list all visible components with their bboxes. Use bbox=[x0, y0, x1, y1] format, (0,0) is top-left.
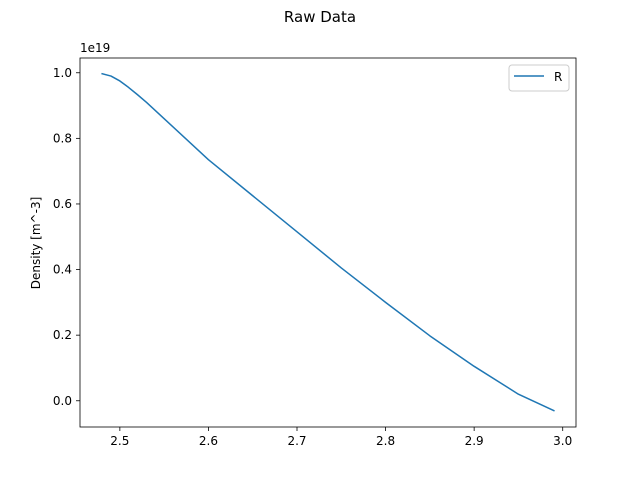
x-tick-label: 2.6 bbox=[199, 434, 218, 448]
x-tick-label: 2.9 bbox=[465, 434, 484, 448]
x-tick-label: 2.8 bbox=[376, 434, 395, 448]
y-tick-label: 0.6 bbox=[53, 197, 72, 211]
y-tick-label: 0.4 bbox=[53, 263, 72, 277]
y-tick-label: 0.8 bbox=[53, 131, 72, 145]
chart-title: Raw Data bbox=[284, 8, 356, 26]
y-tick-label: 0.2 bbox=[53, 328, 72, 342]
y-axis-label: Density [m^-3] bbox=[29, 197, 43, 290]
legend: R bbox=[508, 64, 570, 92]
x-tick-label: 2.7 bbox=[287, 434, 306, 448]
y-tick-label: 0.0 bbox=[53, 394, 72, 408]
x-tick-label: 2.5 bbox=[110, 434, 129, 448]
plot-area-frame bbox=[79, 57, 577, 428]
legend-box bbox=[508, 64, 570, 92]
series-line-R bbox=[101, 72, 555, 412]
x-tick-label: 3.0 bbox=[553, 434, 572, 448]
y-axis-offset-label: 1e19 bbox=[80, 41, 110, 55]
axis-ticks: 2.5 2.6 2.7 2.8 2.9 3.0 0.0 0.2 0.4 0.6 0.8 1.0 bbox=[53, 66, 572, 448]
legend-label-R: R bbox=[554, 70, 562, 84]
y-tick-label: 1.0 bbox=[53, 66, 72, 80]
